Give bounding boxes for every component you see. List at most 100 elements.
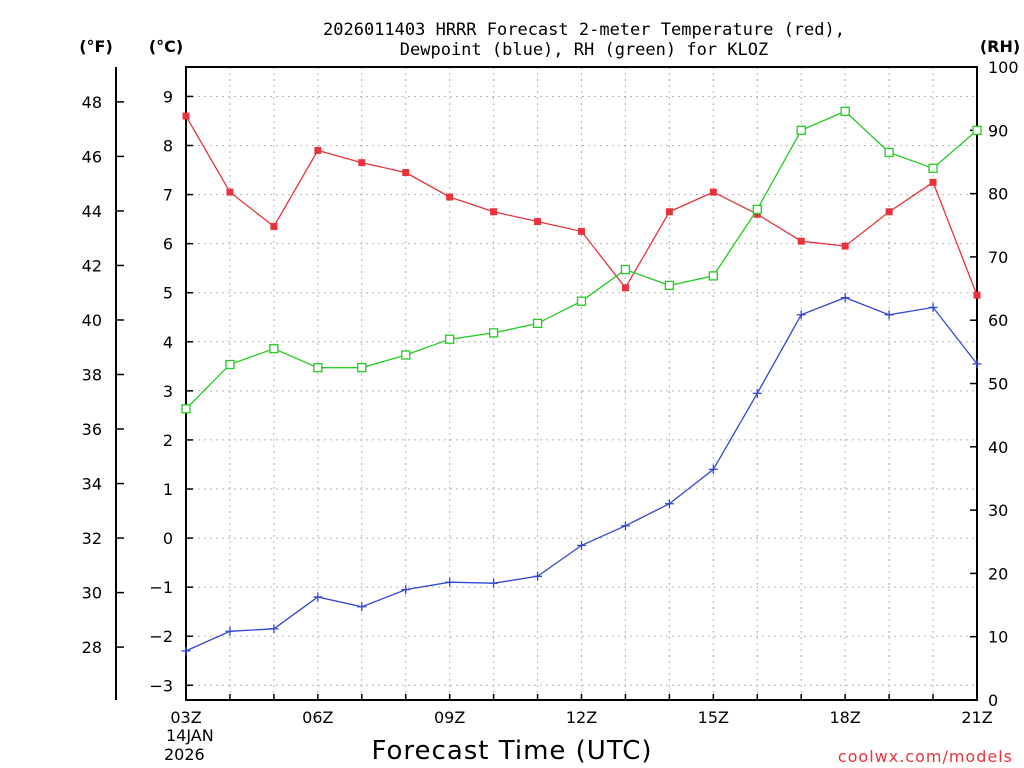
date-label-year: 2026: [164, 745, 205, 764]
celsius-unit-label: (°C): [149, 37, 183, 56]
point-rh: [269, 344, 279, 354]
rh-tick-label: 50: [988, 375, 1008, 394]
celsius-tick-label: 0: [163, 529, 173, 548]
point-dewpoint: [708, 464, 718, 474]
point-dewpoint: [533, 571, 543, 581]
point-dewpoint: [225, 626, 235, 636]
point-rh: [576, 296, 587, 306]
credit-link[interactable]: coolwx.com/models: [838, 747, 1013, 766]
celsius-tick-label: −3: [149, 676, 173, 695]
rh-unit-label: (RH): [980, 37, 1020, 56]
celsius-tick-label: 3: [163, 382, 173, 401]
rh-tick-label: 90: [988, 121, 1008, 140]
celsius-tick-label: −1: [149, 578, 173, 597]
data-series: [181, 106, 982, 656]
celsius-tick-label: 7: [163, 186, 173, 205]
rh-tick-label: 20: [988, 564, 1008, 583]
point-dewpoint: [269, 624, 279, 634]
x-axis-title: Forecast Time (UTC): [371, 736, 652, 766]
celsius-tick-label: 8: [163, 137, 173, 156]
point-dewpoint: [796, 310, 806, 320]
celsius-tick-label: 4: [163, 333, 173, 352]
fahrenheit-tick-label: 38: [82, 366, 102, 385]
point-rh: [708, 271, 718, 281]
point-temperature: [270, 222, 278, 230]
point-temperature: [797, 237, 805, 245]
celsius-tick-label: 5: [163, 284, 173, 303]
point-temperature: [402, 169, 410, 176]
point-dewpoint: [620, 521, 630, 531]
celsius-tick-label: 6: [163, 235, 173, 254]
point-temperature: [841, 242, 849, 250]
point-temperature: [973, 291, 981, 299]
point-temperature: [314, 146, 322, 154]
point-rh: [225, 359, 235, 370]
point-temperature: [446, 193, 454, 201]
point-dewpoint: [884, 310, 894, 320]
x-tick-label: 15Z: [698, 708, 729, 727]
point-dewpoint: [972, 359, 982, 369]
point-dewpoint: [357, 602, 367, 612]
rh-tick-label: 0: [988, 691, 998, 710]
point-temperature: [358, 159, 366, 167]
point-dewpoint: [489, 578, 499, 588]
gridlines: [186, 67, 977, 700]
point-temperature: [621, 284, 629, 292]
plot-frame: [185, 66, 978, 701]
celsius-tick-label: 1: [163, 480, 173, 499]
rh-tick-label: 70: [988, 248, 1008, 267]
point-temperature: [534, 218, 542, 226]
chart-title-line1: 2026011403 HRRR Forecast 2-meter Tempera…: [323, 20, 845, 40]
fahrenheit-unit-label: (°F): [79, 37, 113, 56]
point-rh: [884, 147, 894, 158]
point-temperature: [753, 210, 761, 218]
rh-tick-label: 10: [988, 628, 1008, 647]
x-tick-label: 06Z: [302, 708, 333, 727]
date-label-day: 14JAN: [166, 726, 214, 745]
point-dewpoint: [840, 293, 850, 303]
x-tick-label: 18Z: [830, 708, 861, 727]
point-rh: [752, 204, 762, 215]
celsius-tick-label: −2: [149, 627, 173, 646]
point-dewpoint: [445, 577, 455, 587]
point-dewpoint: [181, 646, 191, 656]
point-temperature: [226, 188, 234, 196]
point-dewpoint: [577, 540, 586, 550]
point-temperature: [182, 112, 190, 120]
fahrenheit-tick-label: 42: [82, 256, 102, 275]
point-rh: [357, 363, 367, 373]
point-rh: [620, 264, 631, 275]
point-temperature: [885, 208, 893, 216]
fahrenheit-tick-label: 48: [82, 93, 102, 112]
rh-tick-label: 60: [988, 311, 1008, 330]
point-rh: [840, 106, 850, 116]
point-temperature: [709, 188, 717, 196]
point-rh: [401, 350, 411, 360]
point-dewpoint: [313, 592, 323, 602]
point-rh: [313, 363, 323, 373]
x-tick-label: 12Z: [566, 708, 597, 727]
point-temperature: [490, 208, 498, 216]
point-rh: [928, 163, 938, 173]
fahrenheit-tick-label: 46: [82, 147, 102, 166]
rh-tick-label: 40: [988, 438, 1008, 457]
point-rh: [532, 318, 543, 329]
rh-tick-label: 30: [988, 501, 1008, 520]
chart-title-line2: Dewpoint (blue), RH (green) for KLOZ: [400, 40, 768, 60]
point-rh: [488, 328, 499, 338]
point-temperature: [665, 208, 673, 216]
point-rh: [796, 125, 806, 135]
fahrenheit-tick-label: 40: [82, 311, 102, 330]
point-dewpoint: [752, 388, 762, 398]
celsius-tick-label: 2: [163, 431, 173, 450]
x-tick-label: 03Z: [170, 708, 201, 727]
point-temperature: [929, 178, 937, 186]
fahrenheit-tick-label: 32: [82, 529, 102, 548]
fahrenheit-tick-label: 44: [82, 202, 102, 221]
point-rh: [664, 280, 675, 291]
rh-tick-label: 100: [988, 58, 1019, 77]
fahrenheit-tick-label: 30: [82, 584, 102, 603]
point-rh: [445, 334, 455, 344]
fahrenheit-tick-label: 34: [82, 475, 102, 494]
